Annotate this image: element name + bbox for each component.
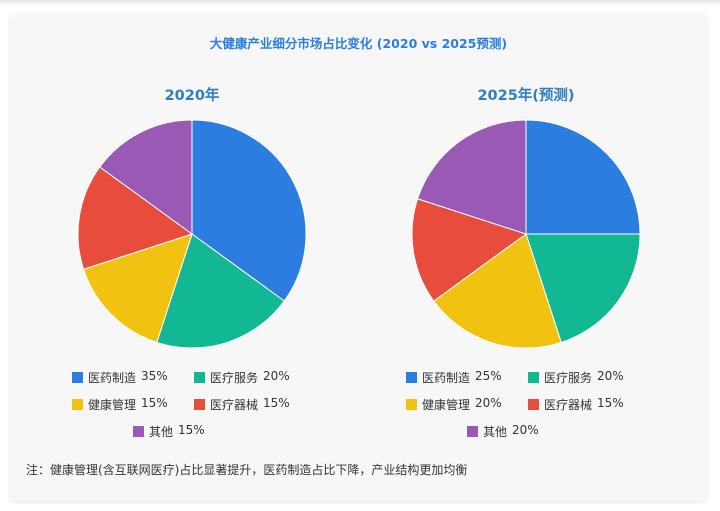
legend-label: 其他 xyxy=(483,425,508,439)
legend-value: 15% xyxy=(141,396,168,410)
legend-item[interactable]: 医疗服务 20% xyxy=(528,369,650,386)
legend-label: 医疗服务 xyxy=(544,371,593,385)
legend-label: 医疗器械 xyxy=(210,398,259,412)
legend-item[interactable]: 医疗器械 15% xyxy=(194,396,316,413)
legend-value: 20% xyxy=(597,369,624,383)
legend-item[interactable]: 其他 20% xyxy=(467,423,589,440)
legend-item[interactable]: 医药制造 25% xyxy=(406,369,528,386)
legend-item[interactable]: 健康管理 15% xyxy=(72,396,194,413)
legend-item[interactable]: 医疗服务 20% xyxy=(194,369,316,386)
legend-value: 25% xyxy=(475,369,502,383)
footnote: 注：健康管理(含互联网医疗)占比显著提升，医药制造占比下降，产业结构更加均衡 xyxy=(26,463,468,477)
pie-slice-2020-4[interactable] xyxy=(99,119,193,235)
legend-label: 其他 xyxy=(149,425,174,439)
pie-slice-2020-0[interactable] xyxy=(191,119,307,302)
legend-label: 医疗器械 xyxy=(544,398,593,412)
legend-value: 20% xyxy=(263,369,290,383)
legend-value: 15% xyxy=(263,396,290,410)
legend-swatch xyxy=(406,372,417,383)
pie-chart-2025 xyxy=(411,119,641,349)
pie-slice-2020-3[interactable] xyxy=(77,166,194,270)
legend-swatch xyxy=(528,372,539,383)
legend-swatch xyxy=(467,426,478,437)
legend-item[interactable]: 健康管理 20% xyxy=(406,396,528,413)
legend-label: 医疗服务 xyxy=(210,371,259,385)
pie-slice-2020-2[interactable] xyxy=(82,233,193,344)
pie-slice-2025-0[interactable] xyxy=(525,119,641,235)
pie-slice-2025-4[interactable] xyxy=(416,119,527,235)
pie-slice-2020-1[interactable] xyxy=(156,233,285,349)
legend-swatch xyxy=(528,399,539,410)
legend-swatch xyxy=(72,399,83,410)
legend-value: 35% xyxy=(141,369,168,383)
legend-label: 医药制造 xyxy=(422,371,471,385)
chart-title: 大健康产业细分市场占比变化 (2020 vs 2025预测) xyxy=(209,36,508,51)
legend-2025: 医药制造 25% 医疗服务 20% 健康管理 20% 医疗器械 15% 其他 20% xyxy=(378,369,678,440)
pie-title-2025: 2025年(预测) xyxy=(477,88,575,104)
chart-card: 大健康产业细分市场占比变化 (2020 vs 2025预测) 2020年 医药制… xyxy=(10,14,707,501)
legend-item[interactable]: 医药制造 35% xyxy=(72,369,194,386)
legend-value: 20% xyxy=(475,396,502,410)
legend-label: 健康管理 xyxy=(88,398,137,412)
legend-swatch xyxy=(72,372,83,383)
legend-swatch xyxy=(406,399,417,410)
pie-slice-2025-2[interactable] xyxy=(433,233,562,349)
legend-2020: 医药制造 35% 医疗服务 20% 健康管理 15% 医疗器械 15% 其他 15% xyxy=(44,369,344,440)
legend-label: 健康管理 xyxy=(422,398,471,412)
pie-chart-2020 xyxy=(77,119,307,349)
top-shadow xyxy=(0,0,720,6)
legend-value: 20% xyxy=(512,423,539,437)
pie-slice-2025-1[interactable] xyxy=(525,233,641,344)
legend-swatch xyxy=(133,426,144,437)
legend-item[interactable]: 其他 15% xyxy=(133,423,255,440)
legend-swatch xyxy=(194,372,205,383)
pie-slice-2025-3[interactable] xyxy=(411,198,528,302)
legend-label: 医药制造 xyxy=(88,371,137,385)
legend-item[interactable]: 医疗器械 15% xyxy=(528,396,650,413)
legend-value: 15% xyxy=(178,423,205,437)
legend-swatch xyxy=(194,399,205,410)
pie-title-2020: 2020年 xyxy=(164,88,220,104)
legend-value: 15% xyxy=(597,396,624,410)
